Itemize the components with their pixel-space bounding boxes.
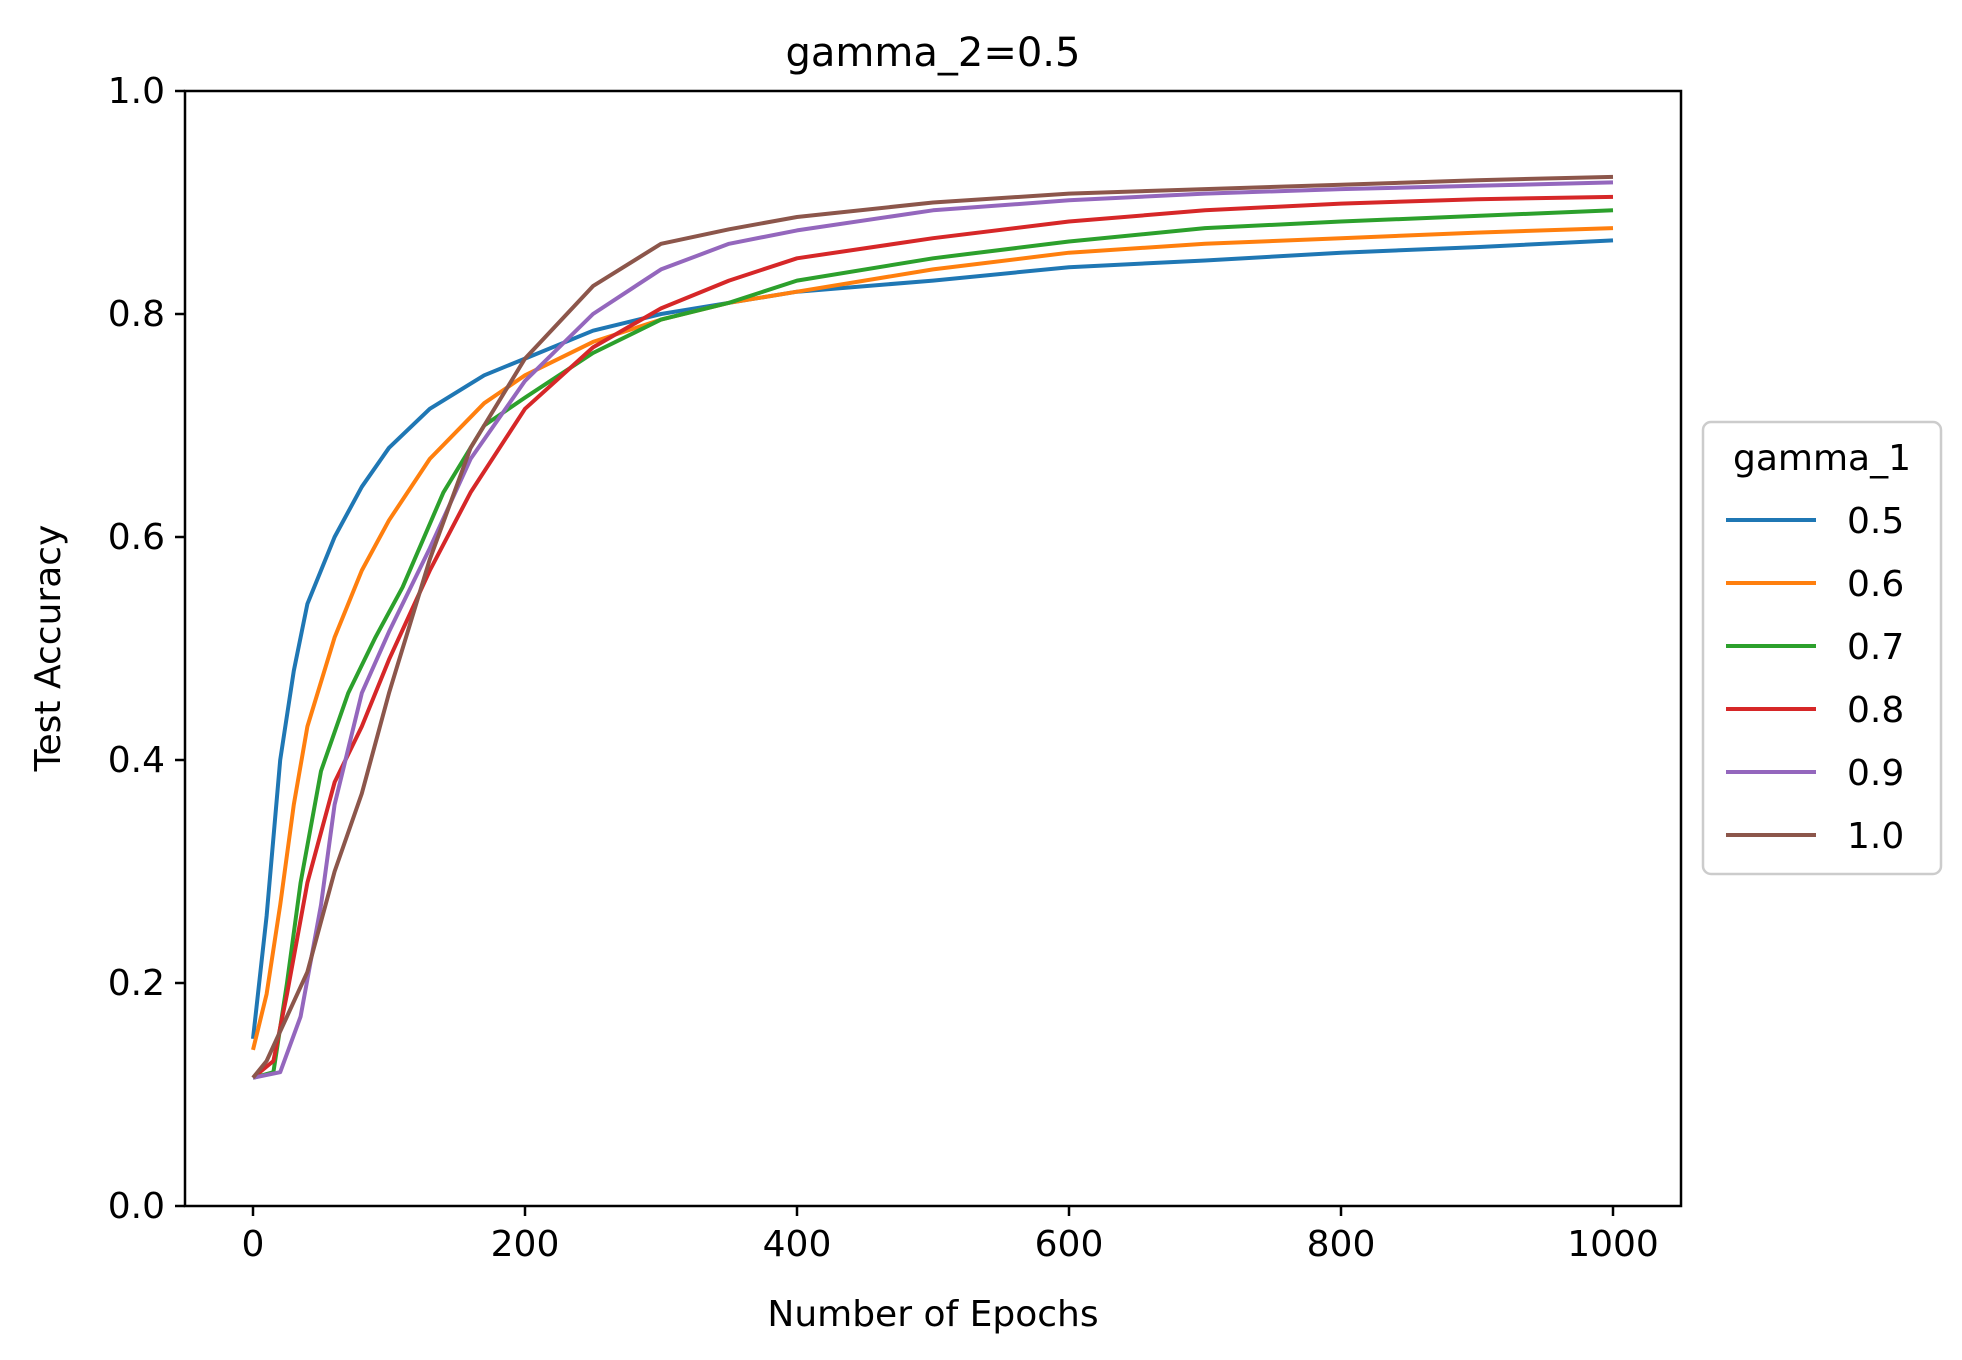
y-axis-label: Test Accuracy [28, 525, 69, 773]
chart-title: gamma_2=0.5 [786, 30, 1081, 76]
x-tick-label: 0 [242, 1224, 265, 1265]
y-tick-label: 0.4 [108, 740, 165, 781]
plot-frame [183, 89, 1683, 1208]
x-tick-label: 600 [1035, 1224, 1104, 1265]
series-line-0.8 [251, 194, 1614, 1080]
x-axis: 0 200 400 600 800 1000 [242, 1206, 1659, 1265]
legend-label-0.5: 0.5 [1847, 501, 1904, 542]
legend-box [1701, 420, 1943, 876]
series-line-0.6 [251, 226, 1614, 1051]
legend-label-1.0: 1.0 [1847, 816, 1904, 857]
x-tick-label: 1000 [1567, 1224, 1659, 1265]
series-line-0.9 [252, 180, 1614, 1080]
y-tick-label: 0.6 [108, 517, 165, 558]
y-tick-label: 1.0 [108, 71, 165, 112]
legend-label-0.6: 0.6 [1847, 564, 1904, 605]
legend-title: gamma_1 [1733, 438, 1911, 479]
legend-entries: 0.5 0.6 0.7 0.8 0.9 1.0 [1726, 501, 1904, 857]
y-tick-label: 0.8 [108, 294, 165, 335]
series-line-0.7 [252, 208, 1614, 1080]
legend-label-0.8: 0.8 [1847, 690, 1904, 731]
legend-label-0.7: 0.7 [1847, 627, 1904, 668]
x-tick-label: 800 [1307, 1224, 1376, 1265]
y-tick-label: 0.2 [108, 963, 165, 1004]
series-line-1.0 [251, 174, 1614, 1080]
x-axis-label: Number of Epochs [767, 1294, 1098, 1335]
x-tick-label: 200 [491, 1224, 560, 1265]
plot-lines [251, 174, 1614, 1080]
legend: gamma_1 0.5 0.6 0.7 0.8 0.9 1.0 [1701, 420, 1943, 876]
legend-label-0.9: 0.9 [1847, 753, 1904, 794]
y-tick-label: 0.0 [108, 1186, 165, 1227]
x-tick-label: 400 [763, 1224, 832, 1265]
y-axis: 0.0 0.2 0.4 0.6 0.8 1.0 [108, 71, 185, 1227]
